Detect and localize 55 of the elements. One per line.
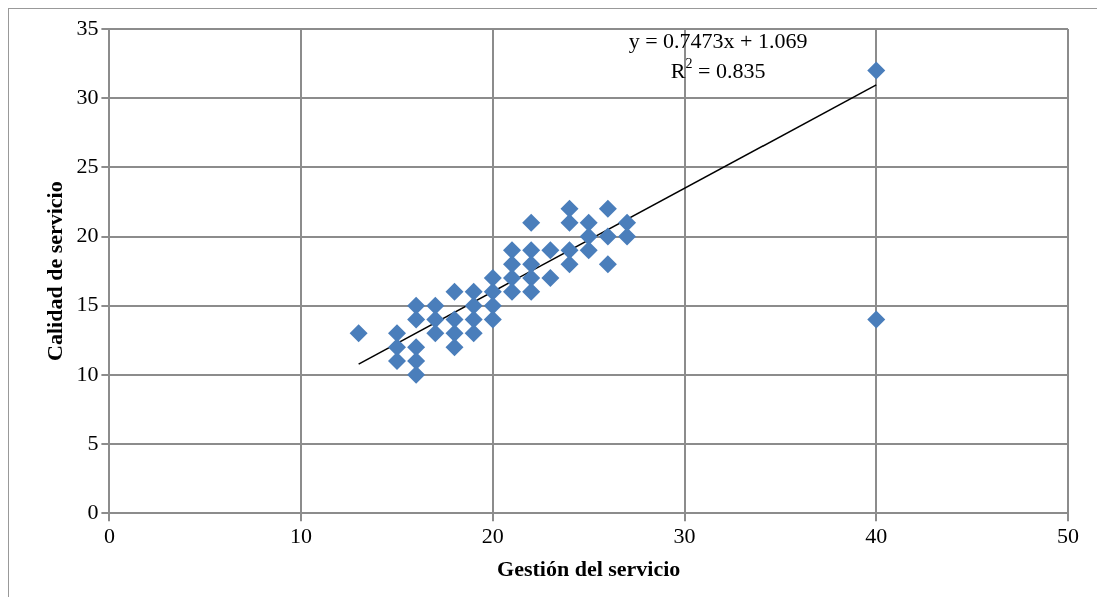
point [483,296,502,315]
y-tick-label: 30 [76,83,99,109]
point [867,310,886,329]
point [522,213,541,232]
point [426,324,445,343]
point [387,352,406,371]
y-tick-label: 15 [76,291,99,317]
point [522,282,541,301]
point [464,282,483,301]
point [426,296,445,315]
y-tick-label: 20 [76,222,99,248]
x-tick-label: 30 [673,523,696,549]
point [598,227,617,246]
point [483,310,502,329]
point [598,255,617,274]
point [445,338,464,357]
point [618,213,637,232]
point [407,310,426,329]
point [426,310,445,329]
point [445,282,464,301]
point [560,199,579,218]
point [407,296,426,315]
x-tick-label: 40 [865,523,888,549]
annotation: y = 0.7473x + 1.069 [628,27,808,53]
x-axis-title: Gestión del servicio [497,556,681,582]
x-tick-label: 50 [1057,523,1079,549]
point [618,227,637,246]
point [541,241,560,260]
point [560,241,579,260]
x-tick-label: 0 [103,523,115,549]
y-tick-label: 10 [76,360,99,386]
y-tick-label: 25 [76,153,99,179]
point [349,324,368,343]
point [464,324,483,343]
point [579,227,598,246]
y-tick-label: 35 [76,14,99,40]
x-tick-label: 20 [481,523,504,549]
point [445,324,464,343]
point [867,61,886,80]
point [522,241,541,260]
point [464,310,483,329]
point [464,296,483,315]
point [579,213,598,232]
y-tick-label: 5 [87,429,99,455]
point [579,241,598,260]
point [598,199,617,218]
point [560,255,579,274]
point [445,310,464,329]
point [503,241,522,260]
point [560,213,579,232]
y-tick-label: 0 [87,498,99,524]
x-tick-label: 10 [290,523,313,549]
y-axis-title: Calidad de servicio [41,181,67,361]
point [541,269,560,288]
point [483,282,502,301]
